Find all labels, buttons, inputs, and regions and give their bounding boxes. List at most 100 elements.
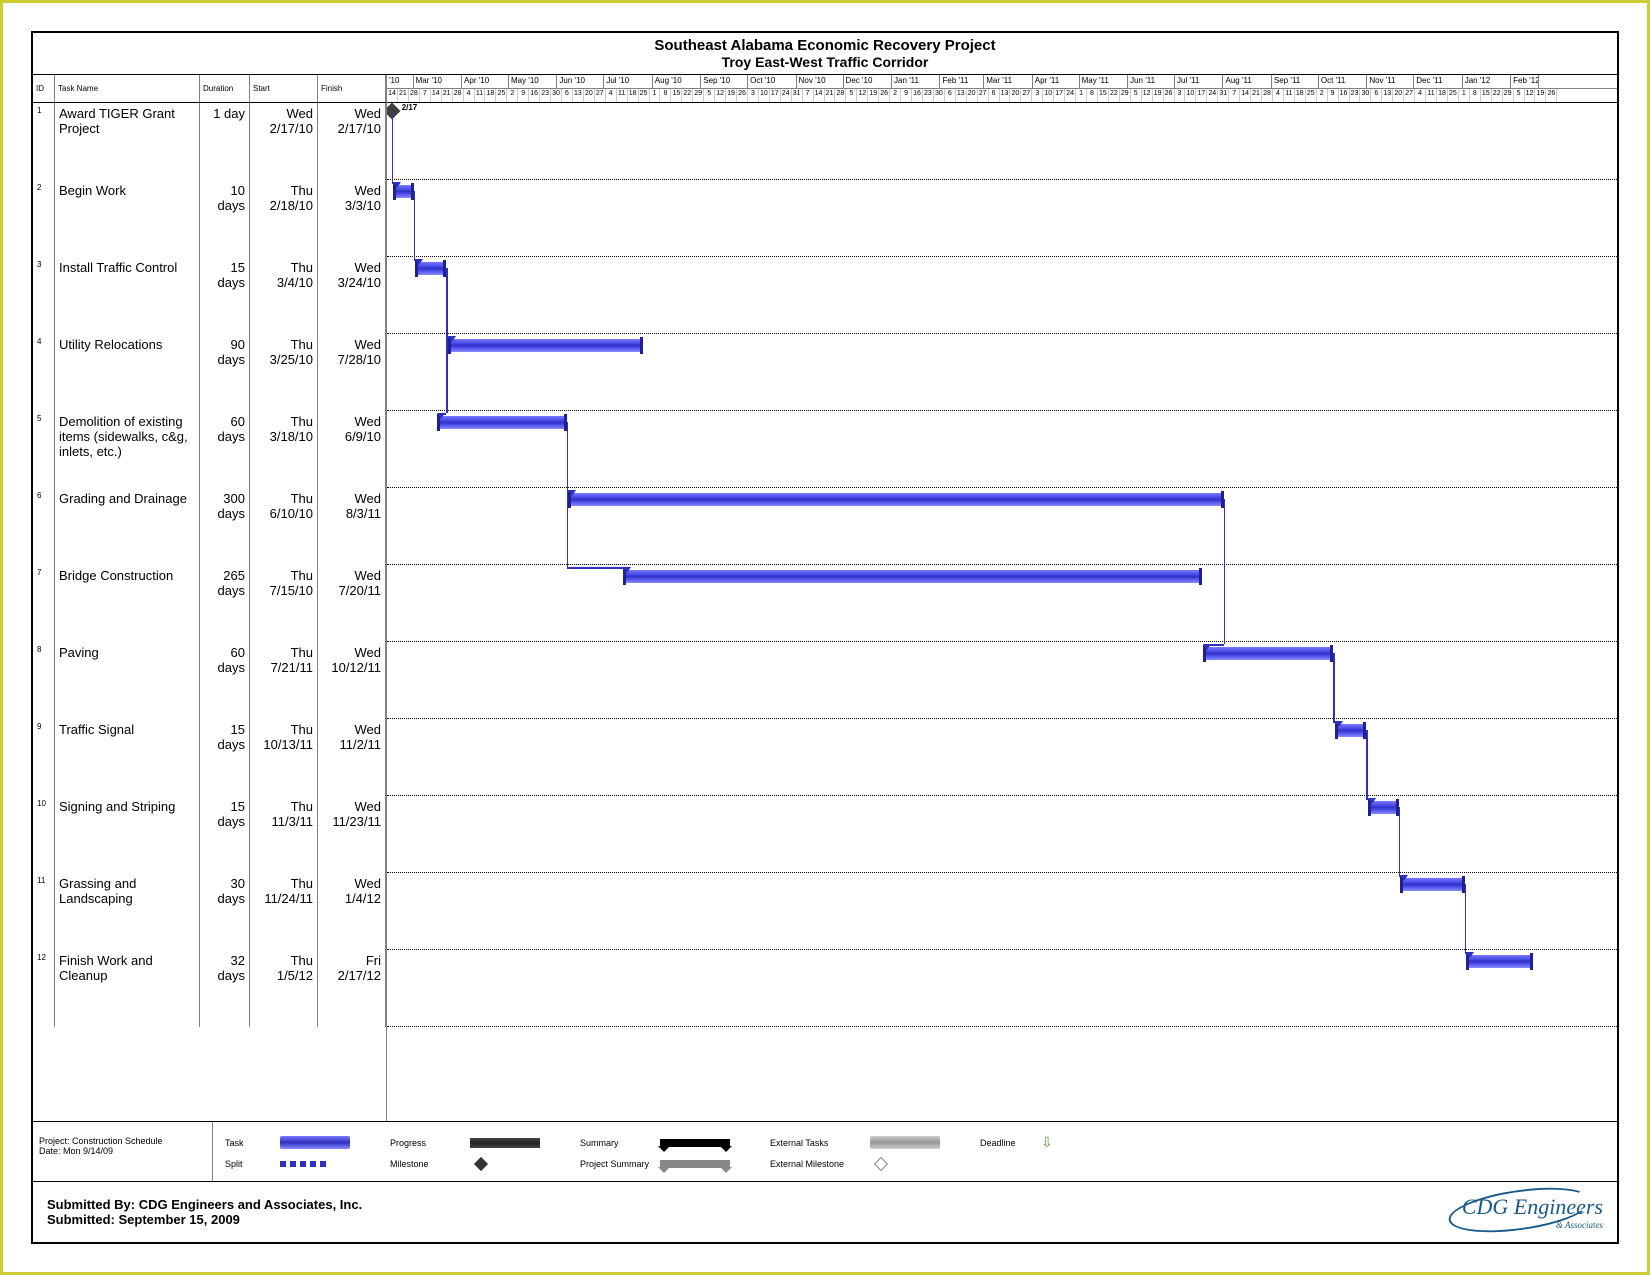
task-start: Thu 7/15/10 <box>250 565 318 642</box>
month-cell: May '10 <box>509 75 557 88</box>
task-id: 7 <box>33 565 55 642</box>
week-cell: 17 <box>770 89 781 103</box>
gantt-bar[interactable] <box>1400 878 1464 891</box>
dependency-line <box>567 422 569 567</box>
timescale-months: '10Mar '10Apr '10May '10Jun '10Jul '10Au… <box>387 75 1617 89</box>
task-row[interactable]: 11Grassing and Landscaping30 daysThu 11/… <box>33 873 386 950</box>
task-row[interactable]: 9Traffic Signal15 daysThu 10/13/11Wed 11… <box>33 719 386 796</box>
task-row[interactable]: 6Grading and Drainage300 daysThu 6/10/10… <box>33 488 386 565</box>
week-cell: 31 <box>1218 89 1229 103</box>
milestone-icon[interactable] <box>387 103 400 120</box>
week-cell: 25 <box>1306 89 1317 103</box>
footer-text: Submitted By: CDG Engineers and Associat… <box>47 1197 362 1227</box>
week-cell: 9 <box>1328 89 1339 103</box>
task-start: Thu 3/25/10 <box>250 334 318 411</box>
month-cell: Nov '10 <box>797 75 844 88</box>
legend-section: Project: Construction Schedule Date: Mon… <box>33 1122 1617 1182</box>
task-row[interactable]: 2Begin Work10 daysThu 2/18/10Wed 3/3/10 <box>33 180 386 257</box>
gantt-bar[interactable] <box>448 339 644 352</box>
gantt-body: 2/17 <box>387 103 1617 1121</box>
task-start: Thu 3/18/10 <box>250 411 318 488</box>
task-row[interactable]: 1Award TIGER Grant Project1 dayWed 2/17/… <box>33 103 386 180</box>
task-finish: Wed 8/3/11 <box>318 488 386 565</box>
gantt-row <box>387 873 1617 950</box>
week-cell: 11 <box>475 89 486 103</box>
week-cell: 30 <box>551 89 562 103</box>
task-id: 2 <box>33 180 55 257</box>
week-cell: 3 <box>1032 89 1043 103</box>
dependency-line <box>567 567 627 569</box>
month-cell: Mar '10 <box>414 75 462 88</box>
week-cell: 18 <box>628 89 639 103</box>
legend-ext-tasks-label: External Tasks <box>770 1138 870 1148</box>
week-cell: 9 <box>518 89 529 103</box>
task-row[interactable]: 4Utility Relocations90 daysThu 3/25/10We… <box>33 334 386 411</box>
table-body: 1Award TIGER Grant Project1 dayWed 2/17/… <box>33 103 386 1121</box>
month-cell: Oct '11 <box>1319 75 1367 88</box>
task-duration: 265 days <box>200 565 250 642</box>
week-cell: 20 <box>1010 89 1021 103</box>
gantt-row <box>387 334 1617 411</box>
month-cell: May '11 <box>1080 75 1128 88</box>
week-cell: 5 <box>704 89 715 103</box>
task-id: 10 <box>33 796 55 873</box>
task-start: Thu 7/21/11 <box>250 642 318 719</box>
week-cell: 10 <box>759 89 770 103</box>
gantt-row <box>387 719 1617 796</box>
col-header-duration: Duration <box>200 75 250 102</box>
week-cell: 20 <box>967 89 978 103</box>
task-row[interactable]: 5Demolition of existing items (sidewalks… <box>33 411 386 488</box>
week-cell: 12 <box>1142 89 1153 103</box>
week-cell: 1 <box>650 89 661 103</box>
gantt-bar[interactable] <box>568 493 1223 506</box>
task-row[interactable]: 8Paving60 daysThu 7/21/11Wed 10/12/11 <box>33 642 386 719</box>
week-cell: 10 <box>1043 89 1054 103</box>
week-cell: 13 <box>1382 89 1393 103</box>
dependency-line <box>1333 653 1335 721</box>
week-cell: 22 <box>1109 89 1120 103</box>
gantt-page: Southeast Alabama Economic Recovery Proj… <box>31 31 1619 1244</box>
month-cell: Jun '11 <box>1128 75 1175 88</box>
week-cell: 2 <box>890 89 901 103</box>
task-id: 3 <box>33 257 55 334</box>
dependency-arrow-icon <box>1466 952 1474 958</box>
legend-progress-label: Progress <box>390 1138 470 1148</box>
week-cell: 19 <box>868 89 879 103</box>
gantt-bar[interactable] <box>1466 955 1533 968</box>
task-id: 4 <box>33 334 55 411</box>
week-cell: 13 <box>1000 89 1011 103</box>
task-row[interactable]: 12Finish Work and Cleanup32 daysThu 1/5/… <box>33 950 386 1027</box>
week-cell: 16 <box>1339 89 1350 103</box>
task-id: 5 <box>33 411 55 488</box>
task-name: Paving <box>55 642 200 719</box>
legend-split-swatch <box>280 1161 390 1167</box>
week-cell: 6 <box>989 89 1000 103</box>
task-duration: 300 days <box>200 488 250 565</box>
week-cell: 14 <box>1240 89 1251 103</box>
week-cell: 23 <box>1350 89 1361 103</box>
task-finish: Wed 6/9/10 <box>318 411 386 488</box>
task-name: Install Traffic Control <box>55 257 200 334</box>
week-cell: 28 <box>835 89 846 103</box>
week-cell: 11 <box>617 89 628 103</box>
gantt-bar[interactable] <box>437 416 567 429</box>
week-cell: 16 <box>529 89 540 103</box>
task-finish: Wed 11/23/11 <box>318 796 386 873</box>
task-duration: 90 days <box>200 334 250 411</box>
task-row[interactable]: 7Bridge Construction265 daysThu 7/15/10W… <box>33 565 386 642</box>
task-start: Thu 10/13/11 <box>250 719 318 796</box>
week-cell: 22 <box>682 89 693 103</box>
task-row[interactable]: 3Install Traffic Control15 daysThu 3/4/1… <box>33 257 386 334</box>
gantt-bar[interactable] <box>1203 647 1333 660</box>
week-cell: 19 <box>1153 89 1164 103</box>
week-cell: 6 <box>562 89 573 103</box>
month-cell: Dec '10 <box>844 75 892 88</box>
week-cell: 26 <box>879 89 890 103</box>
week-cell: 8 <box>660 89 671 103</box>
gantt-bar[interactable] <box>623 570 1202 583</box>
task-name: Finish Work and Cleanup <box>55 950 200 1027</box>
month-cell: Sep '11 <box>1272 75 1319 88</box>
task-row[interactable]: 10Signing and Striping15 daysThu 11/3/11… <box>33 796 386 873</box>
legend-task-swatch <box>280 1136 390 1149</box>
task-name: Grassing and Landscaping <box>55 873 200 950</box>
